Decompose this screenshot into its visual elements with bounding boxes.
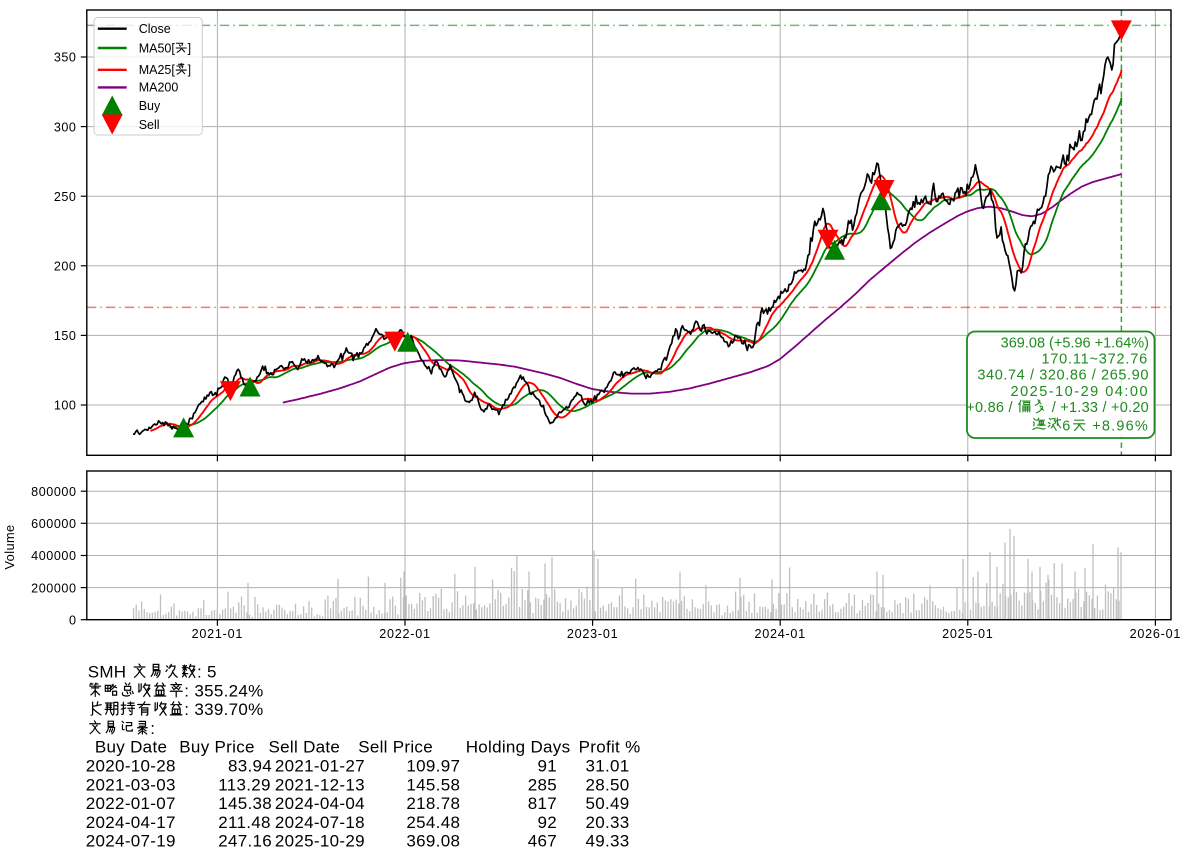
svg-text:Buy: Buy (139, 99, 161, 113)
svg-text:109.97: 109.97 (406, 757, 460, 776)
svg-text:218.78: 218.78 (406, 794, 460, 813)
svg-text:800000: 800000 (31, 485, 76, 499)
svg-text:0: 0 (69, 613, 77, 627)
svg-text:Buy Price: Buy Price (179, 738, 254, 757)
svg-text:2024-04-17: 2024-04-17 (86, 813, 176, 832)
svg-text:: 355.24%: : 355.24% (184, 681, 263, 700)
svg-text:100: 100 (54, 399, 77, 413)
svg-text:400000: 400000 (31, 549, 76, 563)
svg-text:MA25[: MA25[ (139, 63, 176, 77)
svg-text:2020-10-28: 2020-10-28 (86, 757, 176, 776)
svg-text:28.50: 28.50 (585, 775, 629, 794)
svg-text::: : (150, 719, 155, 738)
svg-text:2021-01: 2021-01 (192, 627, 243, 641)
svg-text:600000: 600000 (31, 517, 76, 531)
svg-text:]: ] (188, 41, 191, 55)
svg-text:Profit %: Profit % (579, 738, 641, 757)
svg-text:340.74 / 320.86 / 265.90: 340.74 / 320.86 / 265.90 (977, 368, 1149, 384)
svg-text:2022-01: 2022-01 (379, 627, 430, 641)
svg-text:6: 6 (1062, 418, 1071, 434)
svg-text:MA50[: MA50[ (139, 41, 176, 55)
svg-text:2024-01: 2024-01 (754, 627, 805, 641)
svg-text:91: 91 (538, 757, 558, 776)
svg-text:2026-01: 2026-01 (1130, 627, 1181, 641)
svg-text:83.94: 83.94 (228, 757, 272, 776)
svg-text:817: 817 (528, 794, 557, 813)
svg-text:467: 467 (528, 832, 557, 851)
svg-text:: 339.70%: : 339.70% (184, 700, 263, 719)
svg-text:2024-07-18: 2024-07-18 (275, 813, 365, 832)
svg-text:MA200: MA200 (139, 81, 179, 95)
svg-text:/ +1.33 / +0.20: / +1.33 / +0.20 (1047, 400, 1149, 416)
svg-text:SMH: SMH (88, 663, 132, 682)
svg-text:Buy Date: Buy Date (95, 738, 167, 757)
svg-text:92: 92 (538, 813, 558, 832)
svg-text:2022-01-07: 2022-01-07 (86, 794, 176, 813)
svg-text:300: 300 (54, 120, 77, 134)
svg-text:200000: 200000 (31, 581, 76, 595)
svg-text:2025-10-29 04:00: 2025-10-29 04:00 (1011, 384, 1150, 400)
svg-text:2021-03-03: 2021-03-03 (86, 775, 176, 794)
svg-text:2021-12-13: 2021-12-13 (275, 775, 365, 794)
svg-text:2025-10-29: 2025-10-29 (275, 832, 365, 851)
svg-text:285: 285 (528, 775, 557, 794)
svg-text:Sell Date: Sell Date (269, 738, 341, 757)
svg-text:]: ] (188, 63, 191, 77)
svg-text:2024-07-19: 2024-07-19 (86, 832, 176, 851)
svg-text:: 5: : 5 (197, 663, 217, 682)
svg-text:2024-04-04: 2024-04-04 (275, 794, 365, 813)
svg-text:350: 350 (54, 51, 77, 65)
svg-text:150: 150 (54, 329, 77, 343)
svg-text:2023-01: 2023-01 (567, 627, 618, 641)
svg-text:145.38: 145.38 (218, 794, 272, 813)
svg-text:31.01: 31.01 (585, 757, 629, 776)
svg-text:145.58: 145.58 (406, 775, 460, 794)
svg-text:Volume: Volume (2, 524, 17, 569)
svg-text:369.08 (+5.96 +1.64%): 369.08 (+5.96 +1.64%) (1001, 335, 1149, 351)
svg-text:+0.86 /: +0.86 / (966, 400, 1017, 416)
svg-text:20.33: 20.33 (585, 813, 629, 832)
svg-text:113.29: 113.29 (218, 775, 271, 794)
svg-text:Sell Price: Sell Price (358, 738, 433, 757)
svg-text:200: 200 (54, 260, 77, 274)
svg-text:254.48: 254.48 (406, 813, 460, 832)
svg-text:49.33: 49.33 (585, 832, 629, 851)
svg-text:Holding Days: Holding Days (466, 738, 571, 757)
svg-text:250: 250 (54, 190, 77, 204)
svg-text:247.16: 247.16 (218, 832, 272, 851)
svg-text:50.49: 50.49 (585, 794, 629, 813)
svg-text:+8.96%: +8.96% (1087, 418, 1149, 434)
svg-text:170.11~372.76: 170.11~372.76 (1041, 352, 1148, 368)
svg-text:Sell: Sell (139, 118, 160, 132)
svg-text:Close: Close (139, 22, 171, 36)
svg-text:2025-01: 2025-01 (942, 627, 993, 641)
svg-text:211.48: 211.48 (218, 813, 271, 832)
svg-text:369.08: 369.08 (406, 832, 460, 851)
svg-text:2021-01-27: 2021-01-27 (275, 757, 365, 776)
